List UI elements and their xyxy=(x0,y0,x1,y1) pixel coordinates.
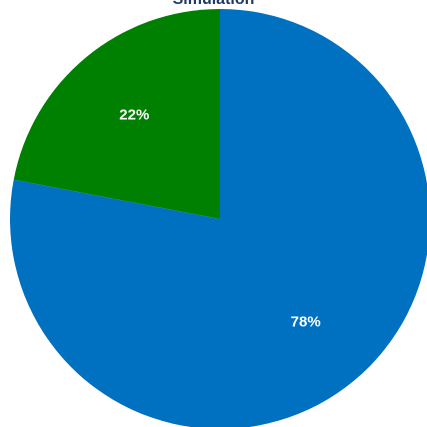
chart-title: Simulation xyxy=(0,0,427,9)
pie-slice-label-0: 78% xyxy=(291,314,321,331)
pie-slice-label-1: 22% xyxy=(119,106,149,123)
pie-slice-0 xyxy=(10,9,427,427)
pie-slice-1 xyxy=(13,9,220,219)
